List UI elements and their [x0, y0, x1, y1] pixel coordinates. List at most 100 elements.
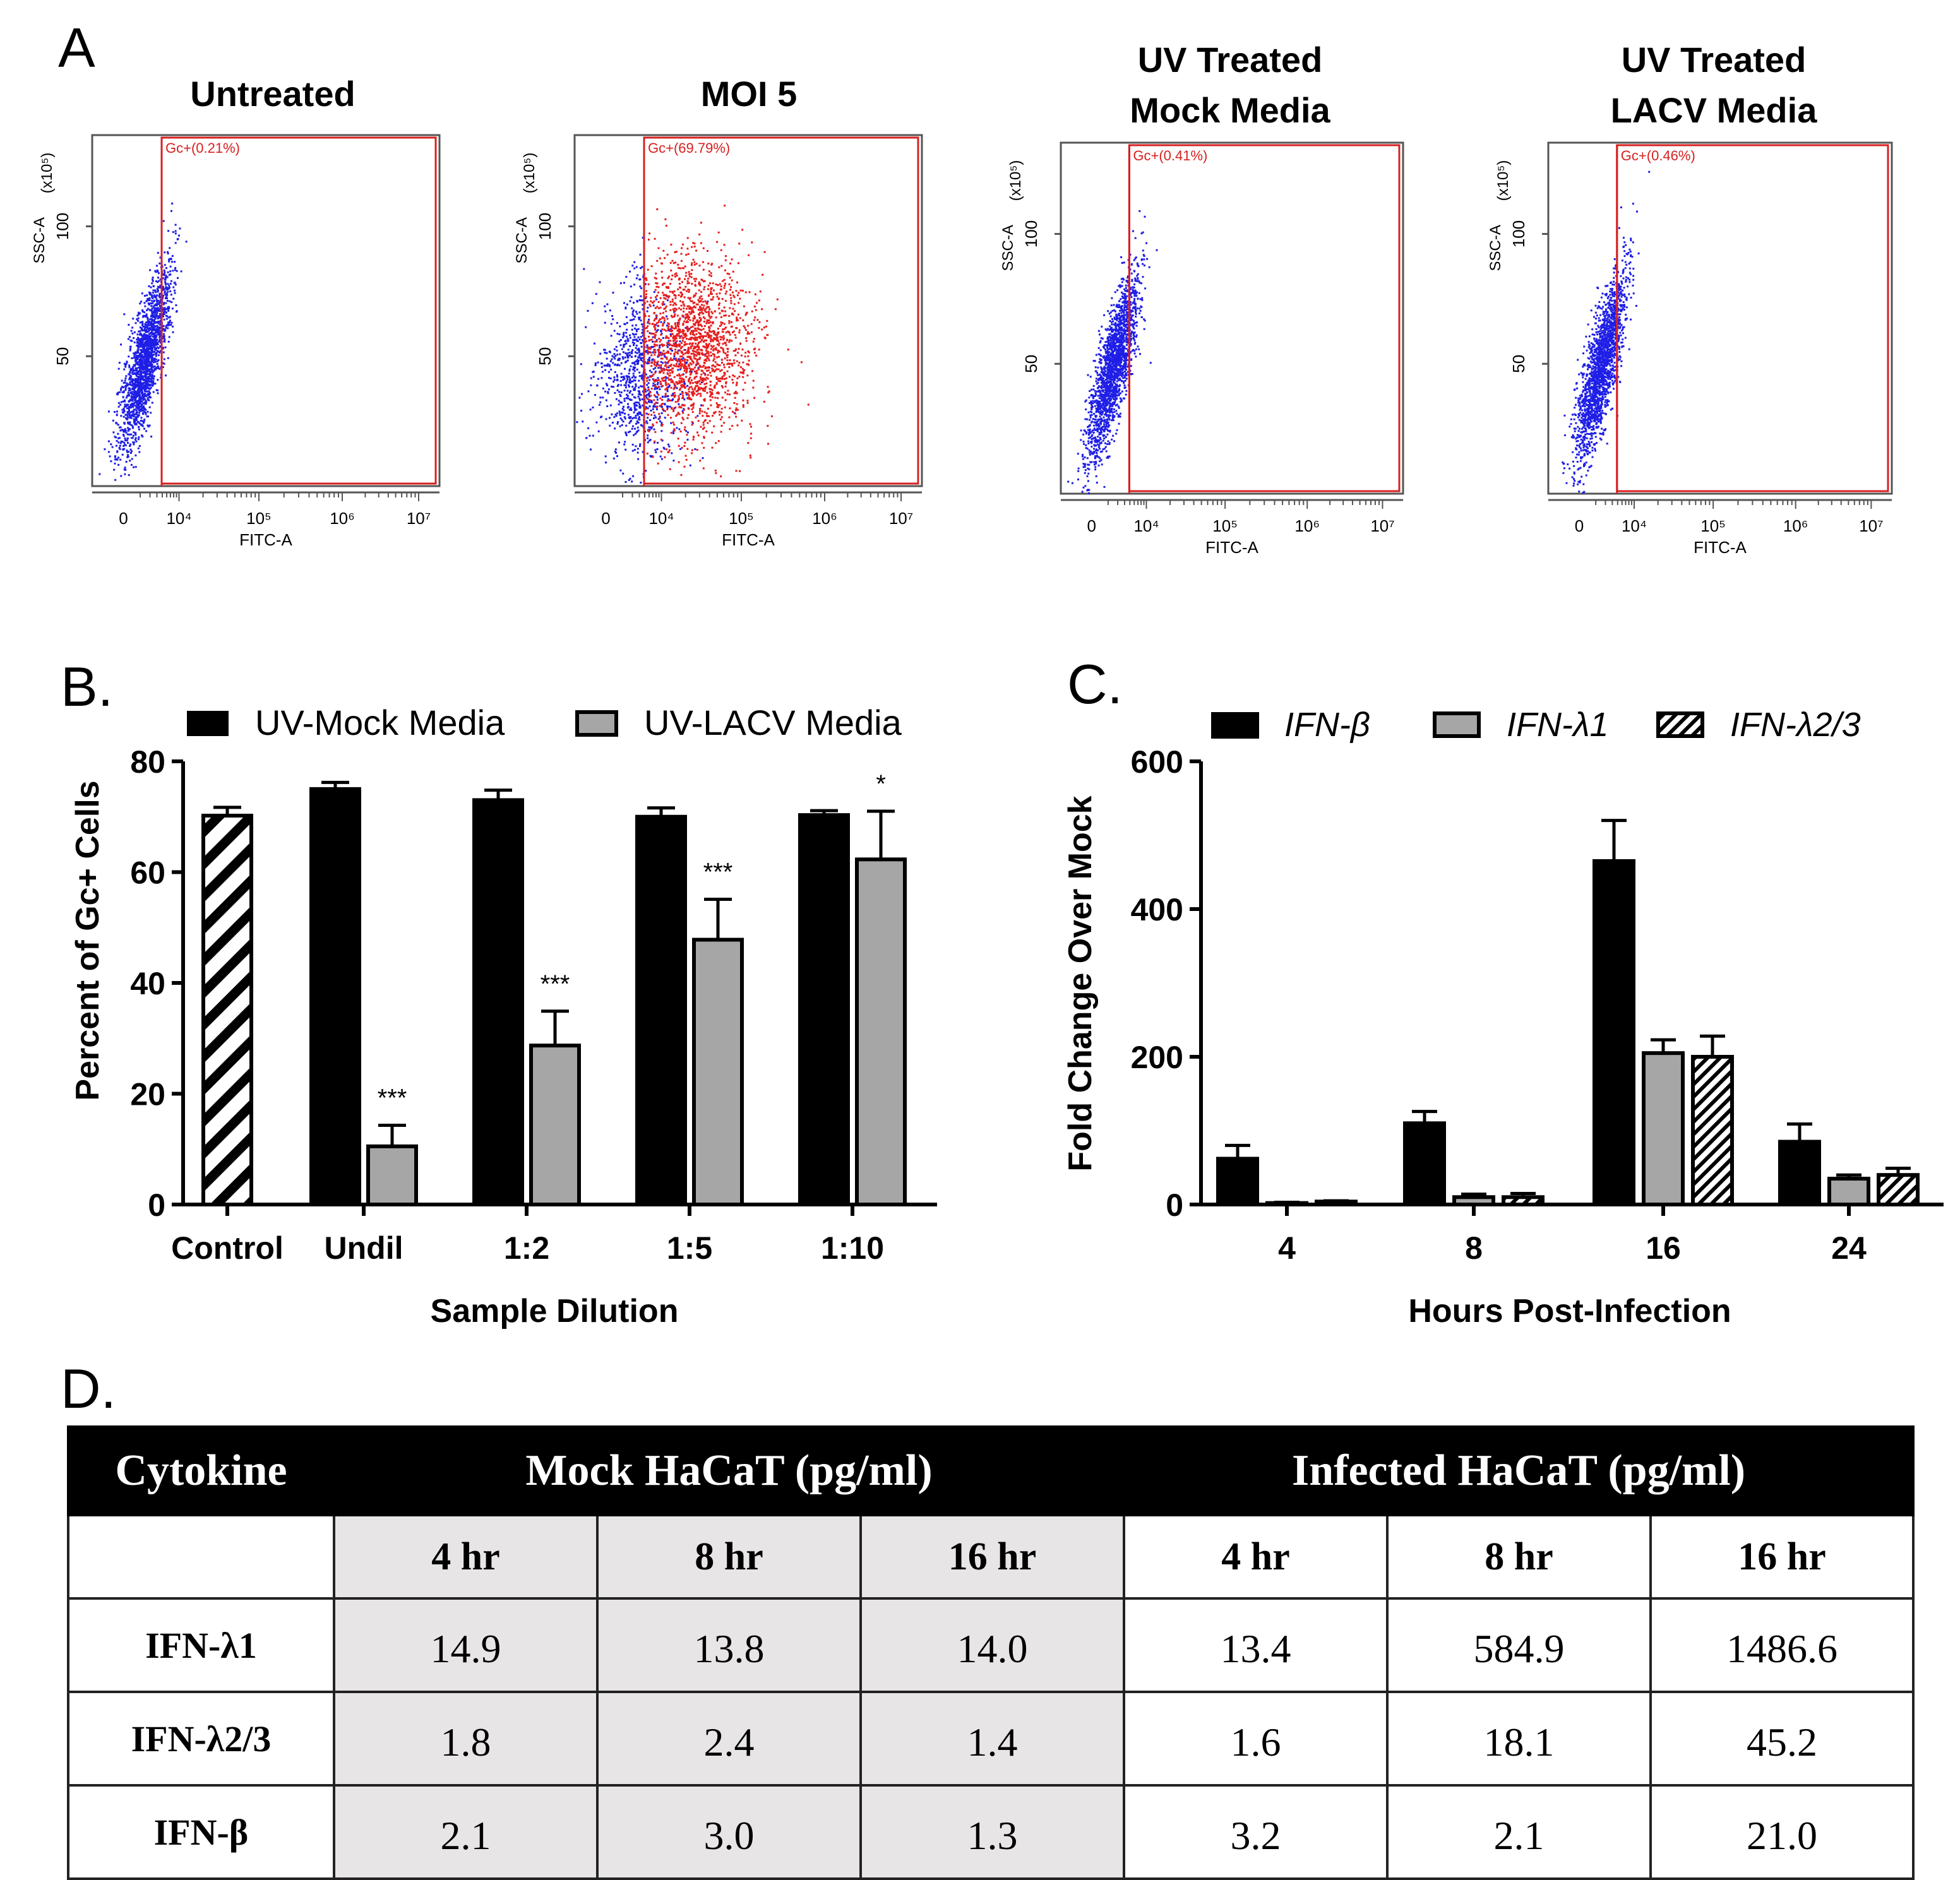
x-tick-label: 10⁴ — [1622, 516, 1647, 535]
chart-b-significance: *** — [541, 970, 570, 998]
chart-c-bar — [1452, 1195, 1495, 1207]
gate-label: Gc+(69.79%) — [648, 140, 730, 156]
chart-b-x-tick-label: Control — [171, 1230, 284, 1266]
x-tick-label: 0 — [1575, 516, 1584, 535]
legend-label-uv-mock: UV-Mock Media — [255, 703, 505, 742]
chart-b-x-axis-title: Sample Dilution — [431, 1293, 679, 1330]
y-axis-label: SSC-A — [31, 217, 48, 263]
chart-b-bar — [309, 787, 361, 1206]
row-cytokine-name: IFN-λ1 — [67, 1597, 335, 1693]
header-mock: Mock HaCaT (pg/ml) — [332, 1425, 1126, 1516]
table-subheader-row: 4 hr 8 hr 16 hr 4 hr 8 hr 16 hr — [67, 1514, 1915, 1600]
panel-a-letter: A — [58, 16, 95, 79]
chart-b-bar — [798, 813, 850, 1207]
chart-b-x-tick-label: Undil — [325, 1230, 403, 1266]
subheader-timepoint: 16 hr — [1649, 1514, 1915, 1600]
y-tick-label: 50 — [1509, 355, 1528, 373]
row-cytokine-name: IFN-λ2/3 — [67, 1691, 335, 1787]
x-tick-label: 10⁶ — [812, 509, 837, 528]
x-tick-label: 10⁷ — [1370, 516, 1394, 535]
chart-c-x-tick-label: 24 — [1831, 1230, 1867, 1266]
flow-plot-events — [1562, 170, 1651, 494]
table-cell: 13.8 — [596, 1597, 862, 1693]
y-tick-label: 100 — [1509, 220, 1528, 247]
table-cell: 14.9 — [333, 1597, 599, 1693]
table-cell: 3.2 — [1123, 1784, 1389, 1880]
chart-c-bar — [1502, 1195, 1545, 1207]
x-tick-label: 10⁶ — [1294, 516, 1320, 535]
chart-b-y-tick-label: 60 — [130, 855, 165, 891]
gate-box — [643, 136, 919, 485]
cytokine-table: Cytokine Mock HaCaT (pg/ml) Infected HaC… — [67, 1425, 1915, 1880]
y-tick-label: 100 — [1022, 220, 1041, 247]
y-tick-label: 50 — [53, 347, 72, 366]
table-cell: 14.0 — [859, 1597, 1126, 1693]
x-tick-label: 10⁷ — [1859, 516, 1883, 535]
legend-swatch-uv-lacv — [575, 710, 618, 737]
table-cell: 45.2 — [1649, 1691, 1915, 1787]
x-axis-label: FITC-A — [1205, 538, 1258, 557]
x-axis-label: FITC-A — [239, 530, 292, 549]
y-tick-label: 50 — [1022, 355, 1041, 373]
chart-c-y-tick-label: 0 — [1166, 1187, 1183, 1223]
gate-box — [1616, 144, 1889, 492]
chart-b-y-axis-title: Percent of Gc+ Cells — [69, 780, 106, 1100]
chart-c-x-tick-label: 16 — [1646, 1230, 1681, 1266]
flow-plot-title: UV Treated Mock Media — [1130, 40, 1330, 130]
chart-b-significance: *** — [703, 858, 733, 886]
y-axis-label: SSC-A — [513, 217, 530, 263]
x-tick-label: 10⁴ — [648, 509, 674, 528]
chart-c-x-tick-label: 8 — [1465, 1230, 1483, 1266]
chart-b-y-tick-label: 20 — [130, 1077, 165, 1112]
x-tick-label: 10⁷ — [889, 509, 913, 528]
chart-c-x-axis-title: Hours Post-Infection — [1408, 1293, 1731, 1330]
legend-swatch-uv-mock — [187, 711, 229, 736]
gate-box — [160, 136, 437, 485]
x-tick-label: 10⁵ — [729, 509, 754, 528]
flow-plot-uv-lacv: UV Treated LACV Media Gc+(0.46%) (x10⁵) S… — [1487, 40, 1893, 557]
chart-c-y-tick-label: 200 — [1131, 1040, 1183, 1075]
y-axis-unit: (x10⁵) — [1495, 160, 1512, 201]
chart-c-bar — [1827, 1177, 1870, 1207]
chart-c-bar — [1877, 1173, 1920, 1206]
chart-c-bar — [1642, 1051, 1685, 1207]
x-tick-label: 10⁴ — [1133, 516, 1159, 535]
legend-label-uv-lacv: UV-LACV Media — [644, 703, 902, 742]
x-tick-label: 0 — [601, 509, 610, 528]
panel-b-letter: B. — [61, 655, 113, 718]
legend-swatch-ifn-lambda23 — [1656, 711, 1704, 738]
y-tick-label: 50 — [535, 347, 554, 366]
table-header-row: Cytokine Mock HaCaT (pg/ml) Infected HaC… — [67, 1425, 1915, 1516]
negative-events — [1067, 210, 1158, 494]
table-cell: 1.4 — [859, 1691, 1126, 1787]
header-infected: Infected HaCaT (pg/ml) — [1123, 1425, 1915, 1516]
chart-b-significance: *** — [378, 1085, 407, 1112]
table-cell: 1.8 — [333, 1691, 599, 1787]
negative-events — [99, 202, 188, 481]
gate-label: Gc+(0.41%) — [1133, 148, 1207, 164]
table-cell: 2.4 — [596, 1691, 862, 1787]
chart-c-y-tick-label: 400 — [1131, 892, 1183, 927]
subheader-timepoint: 8 hr — [596, 1514, 862, 1600]
chart-b-bar — [472, 798, 524, 1207]
positive-events — [644, 205, 810, 478]
legend-swatch-ifn-beta — [1211, 712, 1259, 739]
chart-b-bar — [201, 813, 253, 1206]
chart-b-x-tick-label: 1:10 — [821, 1230, 884, 1266]
panel-c-letter: C. — [1067, 653, 1123, 715]
table-cell: 18.1 — [1386, 1691, 1652, 1787]
flow-plot-frame — [1060, 141, 1404, 495]
x-tick-label: 10⁵ — [1212, 516, 1238, 535]
x-tick-label: 10⁶ — [330, 509, 355, 528]
chart-b-bar — [692, 937, 744, 1207]
table-cell: 21.0 — [1649, 1784, 1915, 1880]
flow-plot-frame — [573, 134, 923, 487]
panel-a-flow-cytometry: A Untreated Gc+(0.21%) (x10⁵) SSC-A 100 … — [31, 16, 1893, 557]
x-tick-label: 10⁶ — [1783, 516, 1808, 535]
subheader-empty — [67, 1514, 335, 1600]
flow-plot-title: MOI 5 — [701, 74, 797, 114]
x-tick-label: 0 — [1087, 516, 1096, 535]
table-row: IFN-β 2.1 3.0 1.3 3.2 2.1 21.0 — [67, 1784, 1915, 1880]
x-tick-label: 10⁴ — [166, 509, 191, 528]
